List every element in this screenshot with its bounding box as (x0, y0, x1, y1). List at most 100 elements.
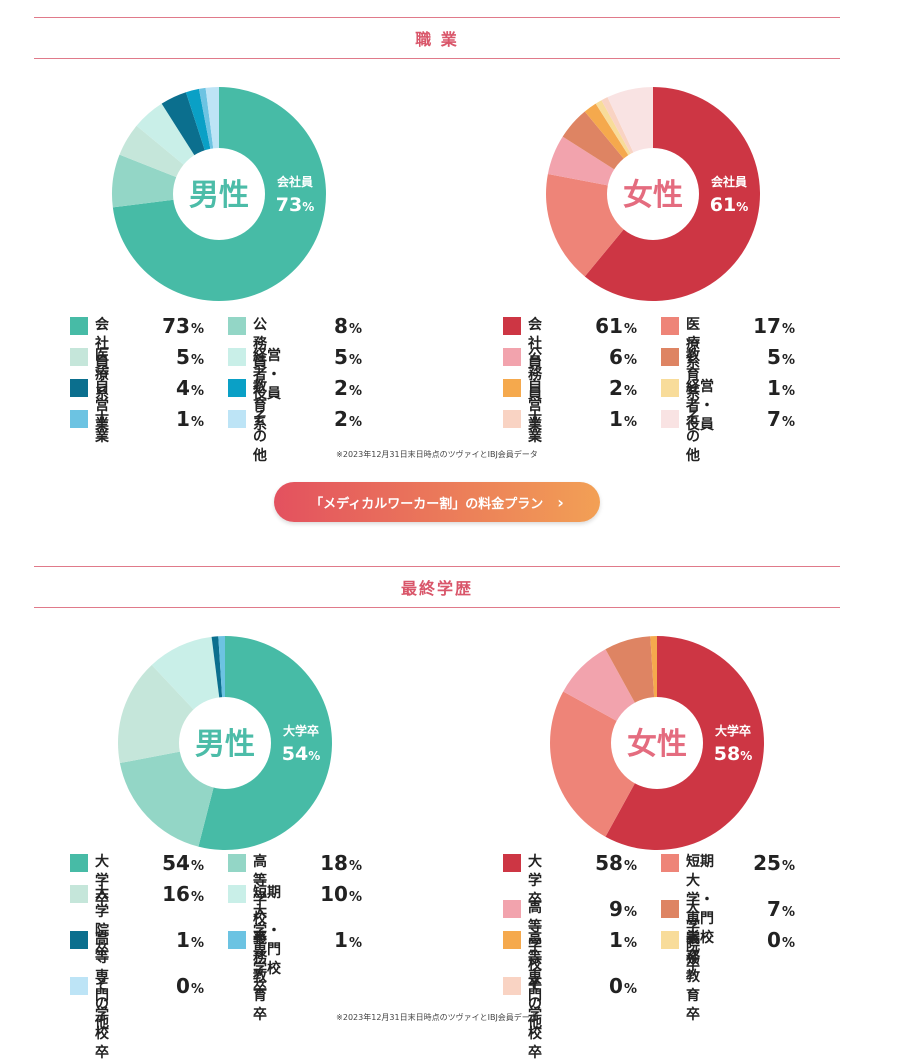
legend-swatch (503, 348, 521, 366)
pie-chart-occupation-male: 男性 会社員 73% (111, 86, 326, 301)
legend-item: その他 0% (70, 974, 204, 1033)
pie-callout-value: 54% (282, 743, 320, 765)
pie-center-hole (173, 148, 265, 240)
legend-swatch (228, 348, 246, 366)
pie-center-label: 男性 (189, 178, 249, 213)
legend-item: 士業 1% (70, 407, 204, 447)
legend-value: 5% (767, 345, 795, 369)
legend-swatch (503, 977, 521, 995)
legend-label: 公務員 (528, 348, 542, 402)
section-title-education: 最終学歴 (34, 566, 840, 608)
legend-label: その他 (253, 410, 267, 464)
pie-callout-value: 73% (276, 194, 314, 216)
legend-label: 大学卒 (528, 854, 542, 908)
pie-chart-occupation-female: 女性 会社員 61% (546, 87, 761, 301)
legend-item: 高等学校卒 18% (228, 851, 362, 948)
legend-label: 会社員 (528, 317, 542, 371)
section-title-occupation: 職 業 (34, 17, 840, 59)
legend-swatch (70, 931, 88, 949)
pie-callout-label: 大学卒 (715, 723, 751, 738)
legend-swatch (70, 379, 88, 397)
legend-item: 教育系 2% (228, 376, 362, 435)
pie-callout-value: 58% (714, 743, 752, 765)
legend-value: 73% (162, 314, 204, 338)
legend-label: 経営者・役員 (253, 348, 281, 402)
legend-label: 大学院卒 (95, 885, 109, 958)
cta-label: 「メディカルワーカー割」の料金プラン (310, 496, 544, 512)
legend-swatch (228, 317, 246, 335)
legend-value: 0% (609, 974, 637, 998)
legend-label: 教育系 (686, 348, 700, 402)
legend-value: 17% (753, 314, 795, 338)
pie-callout-label: 会社員 (277, 174, 313, 189)
legend-value: 10% (320, 882, 362, 906)
legend-swatch (70, 410, 88, 428)
legend-swatch (503, 317, 521, 335)
legend-swatch (503, 900, 521, 918)
chevron-right-icon: › (557, 492, 564, 512)
legend-item: 大学院卒 16% (70, 882, 204, 960)
legend-value: 16% (162, 882, 204, 906)
pie-chart-education-male: 男性 大学卒 54% (118, 636, 332, 850)
pie-center-hole (611, 697, 703, 789)
medical-worker-plan-button[interactable]: 「メディカルワーカー割」の料金プラン › (274, 482, 600, 522)
legend-swatch (661, 410, 679, 428)
legend-label: 医療系 (686, 317, 700, 371)
legend-swatch (228, 379, 246, 397)
pie-svg: 男性 会社員 73% (111, 86, 326, 301)
legend-swatch (228, 931, 246, 949)
pie-center-label: 男性 (195, 727, 255, 762)
legend-swatch (70, 854, 88, 872)
legend-swatch (661, 854, 679, 872)
legend-swatch (661, 900, 679, 918)
legend-label: 大学卒 (95, 854, 109, 908)
legend-item: その他 2% (228, 407, 362, 466)
pie-callout-label: 大学卒 (283, 723, 319, 738)
pie-slice-1 (550, 691, 657, 837)
legend-item: 経営者・役員 1% (661, 376, 795, 435)
legend-swatch (70, 885, 88, 903)
legend-label: 短期大学・ 専門学校卒 (686, 854, 714, 965)
legend-value: 5% (334, 345, 362, 369)
legend-item: その他 7% (661, 407, 795, 466)
legend-item: 短期大学・ 専門学校卒 25% (661, 851, 795, 967)
legend-swatch (228, 854, 246, 872)
legend-label: 大学院卒 (686, 900, 700, 973)
pie-svg: 女性 会社員 61% (546, 87, 761, 301)
legend-value: 61% (595, 314, 637, 338)
legend-item: 大学卒 58% (503, 851, 637, 910)
legend-value: 1% (176, 928, 204, 952)
legend-label: 高等学校卒 (253, 854, 267, 946)
legend-value: 2% (609, 376, 637, 400)
legend-value: 54% (162, 851, 204, 875)
legend-item: 会社員 61% (503, 314, 637, 373)
legend-item: 短期大学・ 専門学校卒 10% (228, 882, 362, 998)
pie-chart-education-female: 女性 大学卒 58% (550, 636, 765, 850)
legend-value: 8% (334, 314, 362, 338)
legend-swatch (503, 931, 521, 949)
legend-swatch (503, 379, 521, 397)
legend-swatch (661, 379, 679, 397)
legend-item: 士業 1% (503, 407, 637, 447)
legend-value: 0% (767, 928, 795, 952)
legend-item: 自営業 2% (503, 376, 637, 435)
legend-label: 公務員 (253, 317, 267, 371)
legend-item: 医療系 5% (70, 345, 204, 404)
pie-center-hole (607, 148, 699, 240)
legend-label: 士業 (528, 410, 542, 445)
legend-item: 義務教育卒 0% (661, 928, 795, 1025)
legend-swatch (228, 410, 246, 428)
legend-swatch (661, 931, 679, 949)
legend-value: 1% (334, 928, 362, 952)
legend-swatch (661, 317, 679, 335)
legend-value: 25% (753, 851, 795, 875)
legend-value: 7% (767, 897, 795, 921)
legend-value: 5% (176, 345, 204, 369)
legend-value: 1% (767, 376, 795, 400)
legend-item: 義務教育卒 1% (228, 928, 362, 1025)
legend-item: 大学院卒 7% (661, 897, 795, 975)
legend-value: 1% (609, 928, 637, 952)
legend-label: 自営業 (95, 379, 109, 433)
legend-item: 会社員 73% (70, 314, 204, 373)
pie-callout-value: 61% (710, 194, 748, 216)
